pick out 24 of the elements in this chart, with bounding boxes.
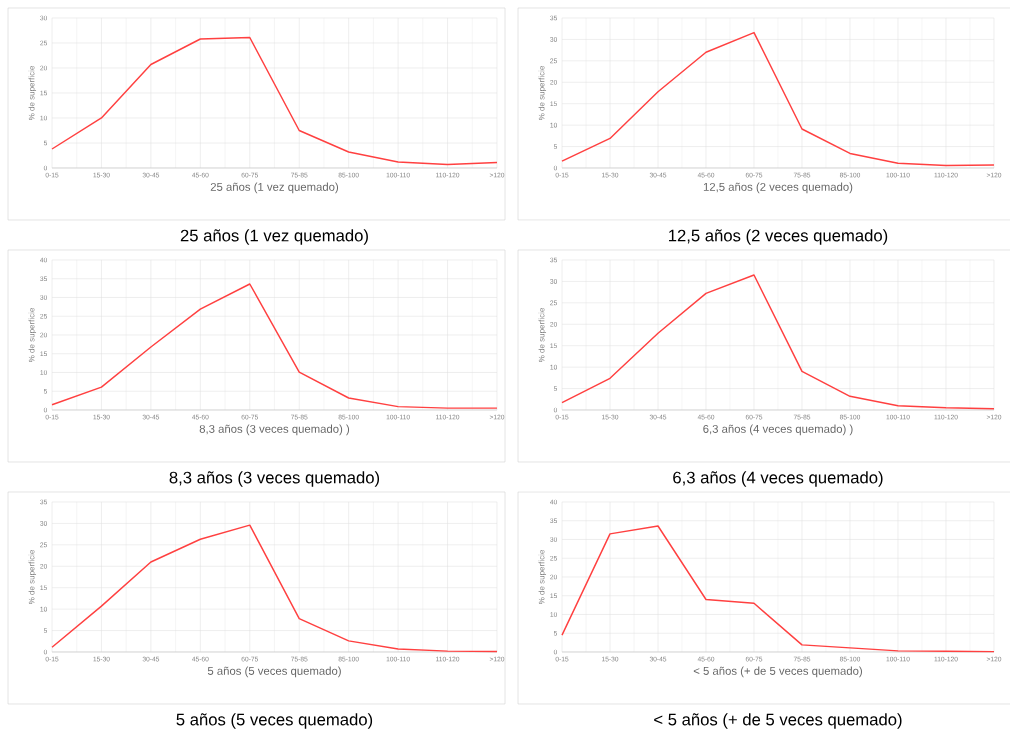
- text: < 5 años (+ de 5 veces quemado): [654, 713, 902, 729]
- y-axis-title: % de superficie: [538, 550, 547, 605]
- line-series: [51, 36, 498, 166]
- line-series: [561, 274, 995, 410]
- y-axis-title: % de superficie: [28, 550, 37, 605]
- x-axis-title: 25 años (1 vez quemado): [210, 182, 339, 194]
- y-axis-title: % de superficie: [28, 66, 37, 121]
- line-series: [51, 524, 498, 653]
- y-axis-title: % de superficie: [538, 66, 547, 121]
- x-axis-title: 6,3 años (4 veces quemado) ): [703, 424, 853, 436]
- x-axis-title: 12,5 años (2 veces quemado): [703, 182, 853, 194]
- y-axis-title: % de superficie: [538, 308, 547, 363]
- x-axis-title: < 5 años (+ de 5 veces quemado): [693, 666, 862, 678]
- text: 6,3 años (4 veces quemado): [673, 471, 883, 487]
- line-series: [51, 283, 498, 409]
- text: 8,3 años (3 veces quemado): [169, 471, 380, 487]
- x-axis-title: 5 años (5 veces quemado): [207, 666, 341, 678]
- line-series: [561, 31, 995, 167]
- line-series: [561, 525, 995, 653]
- y-axis-title: % de superficie: [28, 308, 37, 363]
- text: 25 años (1 vez quemado): [180, 229, 368, 245]
- x-axis-title: 8,3 años (3 veces quemado) ): [199, 424, 350, 436]
- text: 5 años (5 veces quemado): [176, 713, 373, 729]
- text: 12,5 años (2 veces quemado): [669, 229, 888, 245]
